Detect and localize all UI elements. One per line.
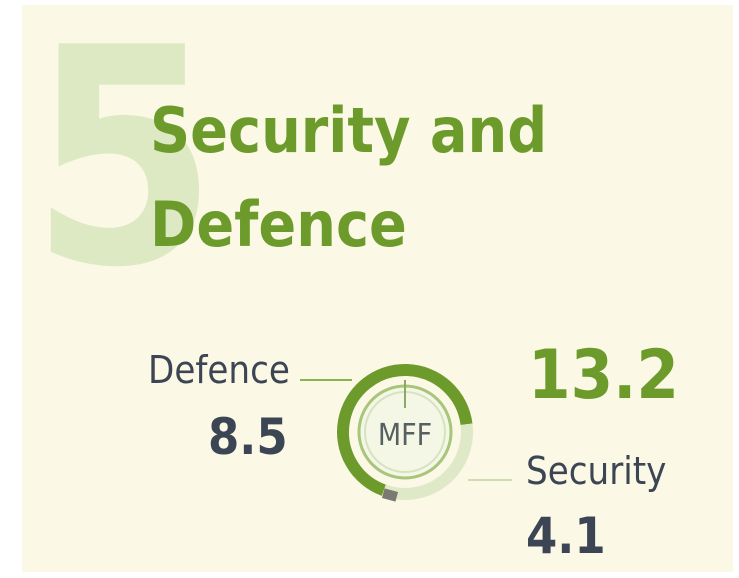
segment-value: 4.1 (526, 507, 606, 565)
segment-label: Defence (148, 348, 290, 392)
center-label: MFF (378, 418, 432, 453)
total-value: 13.2 (528, 336, 679, 415)
title-line: Security and (150, 94, 547, 167)
marker (381, 488, 399, 502)
panel (22, 5, 733, 572)
segment-value: 8.5 (208, 408, 288, 466)
donut-segment (337, 364, 473, 496)
section-number: 5 (30, 0, 218, 333)
title-line: Defence (150, 188, 407, 261)
donut-segment (381, 423, 473, 500)
segment-label: Security (526, 449, 666, 493)
